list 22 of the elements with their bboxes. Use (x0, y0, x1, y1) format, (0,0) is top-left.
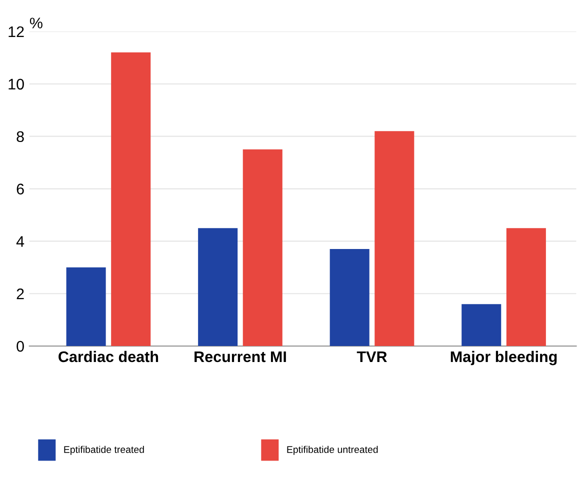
bar (242, 149, 282, 346)
y-tick-label: 12 (8, 26, 24, 37)
bar (198, 228, 238, 346)
legend-label: Eptifibatide untreated (287, 446, 378, 455)
bar (330, 249, 370, 346)
bar (506, 228, 546, 346)
x-tick-label: Cardiac death (58, 350, 158, 362)
bar (111, 52, 151, 346)
y-tick-label: 8 (16, 131, 24, 142)
y-tick-label: 6 (16, 184, 24, 194)
bar (66, 267, 106, 346)
y-tick-label: 10 (8, 78, 24, 90)
bar (374, 131, 414, 346)
x-tick-label: TVR (356, 351, 387, 362)
y-tick-label: 4 (16, 236, 24, 247)
y-axis-title: % (30, 18, 42, 28)
y-tick-label: 2 (16, 288, 24, 300)
bar (462, 304, 502, 346)
x-tick-label: Recurrent MI (194, 351, 286, 362)
y-tick-label: 0 (16, 340, 24, 352)
legend-label: Eptifibatide treated (64, 446, 144, 455)
x-tick-label: Major bleeding (450, 350, 557, 366)
